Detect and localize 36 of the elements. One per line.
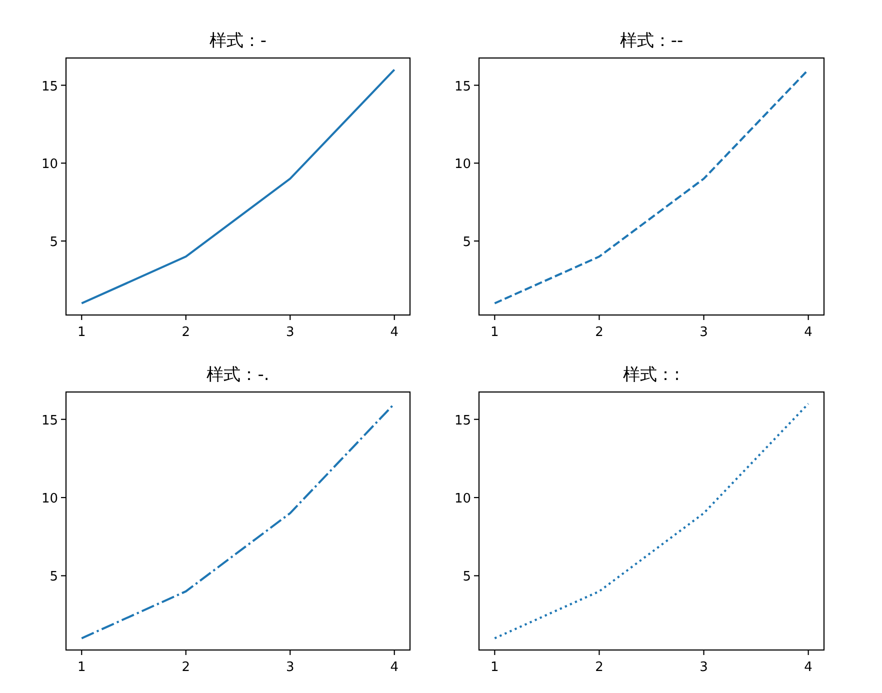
y-tick-label: 10 — [41, 492, 58, 507]
x-tick-label: 1 — [77, 325, 86, 340]
chart-title: 样式：: — [623, 365, 680, 385]
y-tick-label: 15 — [454, 413, 471, 428]
line-series — [80, 402, 396, 640]
y-tick-label: 5 — [462, 570, 471, 585]
chart-title: 样式：- — [209, 31, 267, 51]
x-tick-label: 3 — [700, 325, 708, 340]
x-tick-label: 2 — [182, 325, 190, 340]
x-tick-label: 1 — [77, 660, 86, 675]
x-tick-label: 4 — [390, 325, 399, 340]
y-tick-label: 15 — [41, 413, 58, 428]
x-tick-label: 3 — [286, 660, 294, 675]
y-tick-label: 5 — [50, 235, 58, 250]
y-tick-label: 15 — [454, 79, 471, 94]
y-tick-label: 10 — [41, 157, 58, 172]
line-series — [494, 68, 810, 304]
chart-title: 样式：-- — [620, 31, 684, 51]
y-tick-label: 10 — [454, 492, 471, 507]
line-series — [80, 68, 396, 304]
x-tick-label: 2 — [595, 660, 604, 675]
y-tick-label: 10 — [454, 157, 471, 172]
x-tick-label: 4 — [804, 660, 812, 675]
line-series — [494, 402, 810, 640]
y-tick-label: 5 — [50, 570, 58, 585]
x-tick-label: 2 — [595, 325, 604, 340]
x-tick-label: 1 — [490, 660, 499, 675]
y-tick-label: 5 — [462, 235, 471, 250]
x-tick-label: 3 — [700, 660, 708, 675]
x-tick-label: 4 — [804, 325, 812, 340]
x-tick-label: 1 — [490, 325, 499, 340]
chart-title: 样式：-. — [206, 365, 270, 385]
x-tick-label: 3 — [286, 325, 294, 340]
x-tick-label: 2 — [182, 660, 190, 675]
x-tick-label: 4 — [390, 660, 399, 675]
y-tick-label: 15 — [41, 79, 58, 94]
